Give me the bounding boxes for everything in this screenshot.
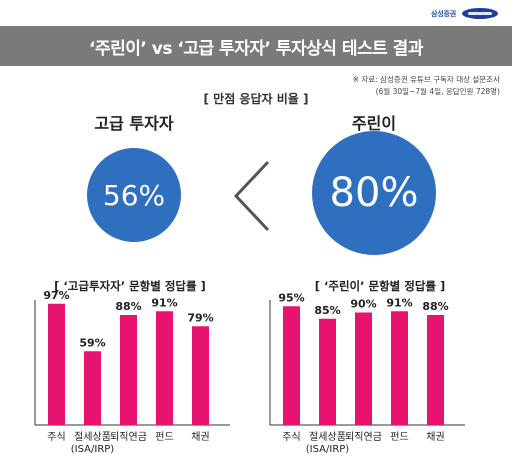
category-label: 주식 xyxy=(282,431,300,443)
category-label: 절세상품 xyxy=(309,430,346,443)
data-label: 91% xyxy=(386,296,412,309)
bar xyxy=(427,315,444,425)
bar xyxy=(48,303,65,425)
brand: 삼성증권 xyxy=(431,8,498,19)
category-label: 채권 xyxy=(191,431,209,443)
data-label: 90% xyxy=(350,298,376,311)
source-line-1: ※ 자료: 삼성증권 유튜브 구독자 대상 설문조사 xyxy=(352,75,500,84)
section-subtitle: [ 만점 응답자 비율 ] xyxy=(203,92,309,106)
less-than-icon xyxy=(233,160,270,232)
right-group-label: 주린이 xyxy=(351,114,397,133)
data-label: 91% xyxy=(151,296,177,309)
brand-name: 삼성증권 xyxy=(431,9,456,18)
bar xyxy=(156,311,173,425)
samsung-logo-icon xyxy=(462,8,498,19)
category-label: (ISA/IRP) xyxy=(306,444,350,455)
category-label: 펀드 xyxy=(390,431,408,443)
bar xyxy=(391,311,408,425)
chart-title-beginner: [ ‘주린이’ 문항별 정답률 ] xyxy=(314,279,446,293)
data-label: 95% xyxy=(278,291,304,304)
right-value: 80% xyxy=(329,170,419,216)
data-label: 79% xyxy=(187,311,213,324)
bar xyxy=(192,326,209,425)
source-line-2: (6월 30일~7월 4일, 응답인원 728명) xyxy=(375,87,500,96)
left-value: 56% xyxy=(102,178,166,212)
source-note: ※ 자료: 삼성증권 유튜브 구독자 대상 설문조사 (6월 30일~7월 4일… xyxy=(353,74,500,98)
page-title: ‘주린이’ vs ‘고급 투자자’ 투자상식 테스트 결과 xyxy=(89,38,423,59)
bar xyxy=(283,306,300,425)
bar xyxy=(84,351,101,425)
category-label: 퇴직연금 xyxy=(110,431,147,443)
title-bar: ‘주린이’ vs ‘고급 투자자’ 투자상식 테스트 결과 xyxy=(0,26,512,66)
data-label: 97% xyxy=(43,289,69,302)
data-label: 88% xyxy=(115,300,141,313)
category-label: 퇴직연금 xyxy=(345,431,382,443)
left-group-label: 고급 투자자 xyxy=(94,114,174,133)
left-value-circle: 56% xyxy=(87,148,181,242)
data-label: 85% xyxy=(314,304,340,317)
bar xyxy=(120,315,137,425)
category-label: 채권 xyxy=(426,431,444,443)
category-label: 펀드 xyxy=(155,431,173,443)
category-label: 주식 xyxy=(47,431,65,443)
category-label: (ISA/IRP) xyxy=(71,444,115,455)
data-label: 59% xyxy=(79,336,105,349)
right-value-circle: 80% xyxy=(312,131,436,255)
bar xyxy=(355,312,372,425)
data-label: 88% xyxy=(422,300,448,313)
category-label: 절세상품 xyxy=(74,430,111,443)
chart-title-advanced: [ ‘고급투자자’ 문항별 정답률 ] xyxy=(54,279,206,293)
bar xyxy=(319,318,336,425)
